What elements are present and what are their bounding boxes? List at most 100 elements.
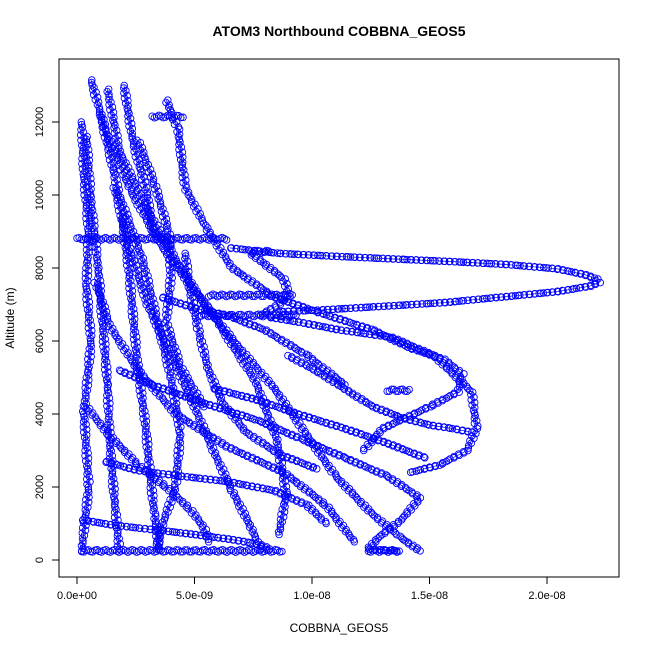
data-point: [341, 381, 349, 389]
data-point: [127, 168, 135, 176]
data-point: [158, 333, 167, 341]
data-point: [365, 433, 373, 441]
data-point: [142, 443, 150, 451]
data-point: [332, 515, 340, 524]
data-point: [84, 355, 92, 364]
data-point: [357, 303, 365, 312]
data-point: [128, 173, 137, 181]
data-point: [91, 248, 99, 256]
data-point: [231, 446, 240, 454]
data-point: [322, 445, 330, 454]
data-point: [336, 315, 345, 323]
data-point: [114, 137, 123, 145]
data-point: [253, 396, 261, 405]
data-point: [243, 481, 252, 490]
data-point: [272, 433, 280, 441]
data-point: [468, 401, 476, 409]
data-point: [195, 517, 203, 525]
data-point: [107, 98, 115, 106]
data-point: [82, 438, 90, 447]
data-point: [172, 546, 181, 554]
data-point: [142, 376, 151, 384]
data-point: [421, 454, 429, 462]
data-point: [88, 76, 96, 84]
data-point: [130, 340, 139, 349]
data-point: [366, 330, 374, 339]
data-point: [403, 387, 411, 396]
data-point: [87, 209, 95, 217]
data-point: [166, 271, 174, 280]
data-point: [300, 411, 309, 420]
data-point: [90, 227, 99, 235]
data-point: [217, 244, 225, 252]
data-point: [167, 284, 175, 293]
data-point: [206, 475, 214, 484]
data-point: [241, 509, 250, 518]
data-point: [472, 429, 480, 438]
data-point: [420, 419, 429, 428]
data-point: [159, 527, 167, 535]
data-point: [170, 471, 178, 480]
data-point: [195, 335, 204, 343]
data-point: [393, 336, 402, 345]
data-point: [186, 530, 195, 538]
data-point: [544, 264, 552, 272]
data-point: [164, 470, 173, 479]
data-point: [152, 512, 160, 520]
data-point: [146, 292, 155, 300]
data-point: [318, 443, 326, 452]
data-point: [245, 356, 253, 365]
data-point: [412, 545, 421, 554]
data-point: [284, 493, 293, 501]
data-point: [361, 303, 370, 312]
data-point: [288, 495, 296, 503]
data-point: [368, 402, 377, 411]
data-point: [195, 423, 203, 432]
data-point: [441, 298, 449, 307]
data-point: [440, 423, 448, 432]
data-point: [198, 398, 206, 406]
data-point: [108, 487, 117, 496]
data-point: [279, 277, 287, 286]
data-point: [322, 252, 331, 260]
data-point: [202, 221, 210, 230]
data-point: [293, 432, 301, 441]
data-point: [420, 453, 428, 461]
data-point: [198, 400, 206, 409]
data-point: [154, 234, 163, 242]
data-point: [234, 537, 243, 545]
data-point: [273, 546, 282, 555]
data-point: [319, 322, 327, 331]
data-point: [106, 148, 115, 157]
data-point: [312, 510, 321, 519]
data-point: [102, 458, 110, 466]
data-point: [159, 396, 168, 404]
data-point: [507, 261, 516, 269]
data-point: [410, 343, 419, 352]
data-point: [581, 283, 590, 291]
data-point: [107, 111, 115, 119]
data-point: [326, 312, 335, 321]
data-point: [183, 257, 192, 265]
data-point: [177, 472, 186, 481]
data-point: [155, 535, 164, 543]
y-tick-label: 0: [34, 557, 46, 563]
data-point: [324, 463, 332, 472]
data-point: [92, 415, 101, 423]
level-leg: [77, 545, 286, 556]
data-point: [220, 387, 229, 396]
data-point: [95, 103, 103, 111]
data-point: [82, 373, 91, 382]
data-point: [276, 515, 285, 524]
data-point: [209, 312, 218, 321]
data-point: [479, 259, 488, 268]
data-point: [185, 267, 193, 276]
data-point: [176, 548, 185, 556]
data-point: [190, 400, 199, 409]
x-tick-label: 1.0e-08: [293, 590, 330, 602]
data-point: [165, 266, 174, 274]
data-point: [143, 191, 152, 199]
data-point: [565, 267, 573, 276]
data-point: [81, 384, 89, 392]
data-point: [85, 298, 94, 306]
